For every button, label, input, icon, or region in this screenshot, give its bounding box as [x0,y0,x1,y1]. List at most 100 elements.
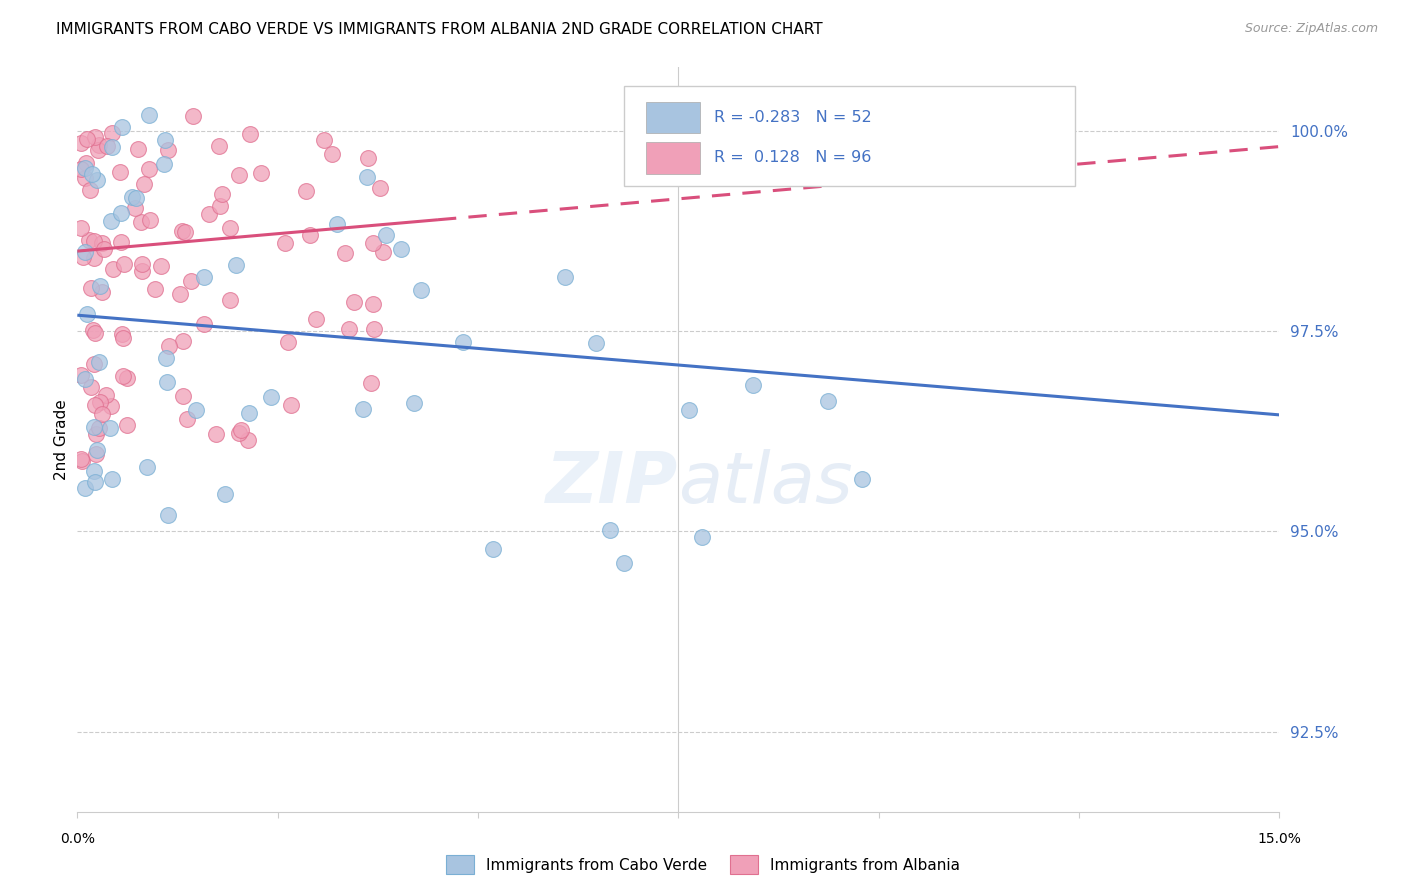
Point [250,166,273,180]
Point [101,472,124,486]
Text: atlas: atlas [679,450,853,518]
Point [193,270,215,285]
Point [101,140,124,154]
Point [112,257,135,271]
Point [298,227,321,242]
Point [121,190,143,204]
Point [277,335,299,350]
Point [110,235,132,249]
Point [127,142,149,156]
Point [100,421,122,435]
Point [87,138,110,153]
Point [339,322,361,336]
Point [312,133,335,147]
Text: ZIP: ZIP [546,450,679,518]
Point [184,402,207,417]
Point [91,285,114,300]
Point [817,394,839,409]
Point [371,245,394,260]
Point [83,130,105,145]
Point [153,133,176,147]
Point [208,139,231,153]
Point [204,427,226,442]
Point [76,307,98,321]
Point [411,283,433,297]
Point [70,161,93,176]
Point [152,157,174,171]
Point [84,447,107,461]
Point [305,312,328,326]
Point [110,206,132,220]
Point [83,398,105,412]
FancyBboxPatch shape [645,102,700,133]
Point [149,259,172,273]
Point [83,464,105,478]
Point [741,378,763,392]
Point [89,420,111,434]
Point [90,235,112,250]
Point [678,403,700,417]
Point [125,191,148,205]
Text: 15.0%: 15.0% [1257,831,1302,846]
Text: IMMIGRANTS FROM CABO VERDE VS IMMIGRANTS FROM ALBANIA 2ND GRADE CORRELATION CHAR: IMMIGRANTS FROM CABO VERDE VS IMMIGRANTS… [56,22,823,37]
Point [231,423,253,437]
Point [238,406,260,420]
Point [96,388,118,402]
Point [180,274,202,288]
Point [613,557,636,571]
Point [75,372,97,386]
Point [321,147,343,161]
Point [101,126,124,140]
Point [375,227,398,242]
Point [76,132,98,146]
Point [80,167,103,181]
Point [77,233,100,247]
Point [111,120,134,135]
FancyBboxPatch shape [624,86,1076,186]
FancyBboxPatch shape [645,143,700,174]
Point [481,541,503,556]
Point [211,187,233,202]
Point [86,443,108,458]
Point [87,143,110,157]
Point [239,128,262,142]
Point [89,279,111,293]
Point [135,459,157,474]
Point [361,235,384,250]
Point [138,108,160,122]
Point [131,257,153,271]
Point [110,165,132,179]
Point [157,339,180,353]
Point [326,217,349,231]
Point [70,220,93,235]
Point [100,399,122,413]
Point [139,213,162,227]
Point [360,376,382,390]
Point [143,282,166,296]
Point [157,508,180,522]
Point [79,281,101,295]
Point [111,327,134,342]
Point [198,207,221,221]
Point [554,270,576,285]
Point [295,184,318,198]
Point [176,411,198,425]
Point [83,357,105,371]
Point [209,199,232,213]
Point [363,322,385,336]
Point [86,173,108,187]
Point [132,177,155,191]
Point [115,371,138,385]
Point [100,213,122,227]
Point [93,242,115,256]
Point [280,398,302,412]
Point [75,481,97,495]
Point [690,530,713,544]
Point [96,138,118,153]
Point [72,250,94,264]
Point [131,215,153,229]
Text: R =  0.128   N = 96: R = 0.128 N = 96 [714,151,872,165]
Point [236,434,259,448]
Point [131,264,153,278]
Text: Source: ZipAtlas.com: Source: ZipAtlas.com [1244,22,1378,36]
